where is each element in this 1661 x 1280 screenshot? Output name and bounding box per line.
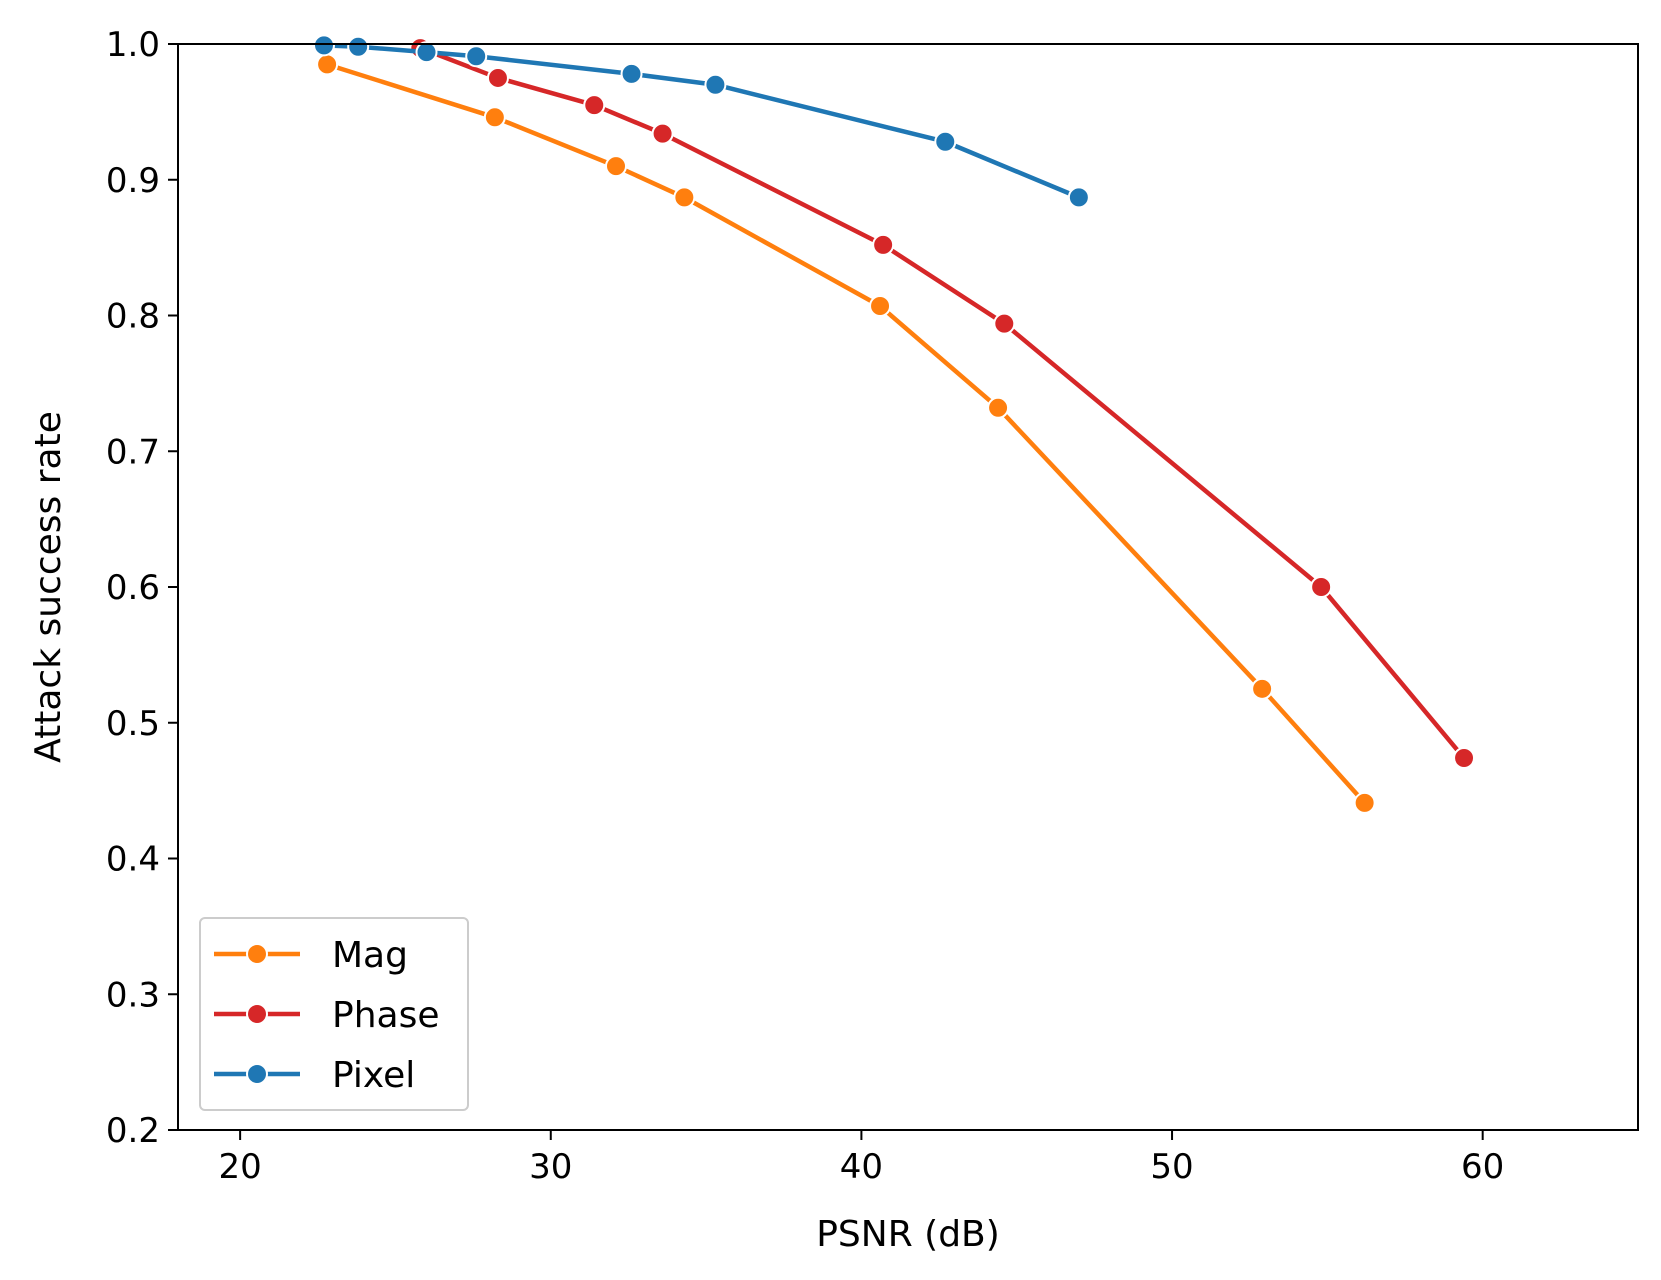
series-line-pixel <box>321 43 1082 201</box>
y-tick-label: 0.7 <box>106 432 160 472</box>
x-tick-label: 50 <box>1150 1147 1193 1187</box>
legend-marker-mag <box>246 943 268 965</box>
y-axis-label: Attack success rate <box>28 411 69 763</box>
y-axis: 0.2 0.3 0.4 0.5 0.6 0.7 0.8 0.9 1.0 <box>106 25 178 1151</box>
x-tick-label: 60 <box>1461 1147 1504 1187</box>
data-point-mag <box>673 186 696 209</box>
legend-label-phase: Phase <box>332 995 440 1036</box>
data-point-mag <box>483 106 506 129</box>
data-point-phase <box>1310 576 1333 598</box>
data-point-mag <box>605 155 627 178</box>
series-layer <box>313 34 1476 814</box>
x-axis: 20 30 40 50 60 <box>218 1130 1504 1187</box>
data-point-pixel <box>347 35 370 58</box>
data-point-mag <box>316 53 339 76</box>
y-tick-label: 0.9 <box>106 161 160 201</box>
y-tick-label: 0.4 <box>106 840 160 880</box>
legend-marker-pixel <box>246 1063 268 1085</box>
data-point-mag <box>869 294 892 317</box>
data-point-mag <box>1251 677 1274 700</box>
y-tick-label: 0.5 <box>106 704 160 744</box>
data-point-pixel <box>620 62 643 85</box>
y-tick-label: 0.3 <box>106 975 160 1015</box>
data-point-mag <box>987 396 1010 419</box>
y-tick-label: 0.8 <box>106 297 160 337</box>
x-tick-label: 30 <box>529 1147 572 1187</box>
data-point-pixel <box>934 130 957 153</box>
data-point-pixel <box>704 73 727 96</box>
y-tick-label: 0.2 <box>106 1111 160 1151</box>
data-point-phase <box>872 233 895 256</box>
data-point-pixel <box>415 41 438 64</box>
y-tick-label: 1.0 <box>106 25 160 65</box>
x-tick-label: 40 <box>840 1147 883 1187</box>
y-tick-label: 0.6 <box>106 568 160 608</box>
data-point-phase <box>651 122 674 145</box>
data-point-mag <box>1353 791 1376 814</box>
x-tick-label: 20 <box>218 1147 261 1187</box>
data-point-phase <box>583 94 606 117</box>
data-point-pixel <box>1067 186 1090 209</box>
data-point-phase <box>1453 747 1476 770</box>
series-line-mag <box>324 61 1368 807</box>
x-axis-label: PSNR (dB) <box>816 1214 1000 1255</box>
legend: Mag Phase Pixel <box>199 917 469 1111</box>
data-point-phase <box>486 66 509 89</box>
legend-label-pixel: Pixel <box>332 1055 415 1096</box>
legend-label-mag: Mag <box>332 935 408 976</box>
data-point-pixel <box>313 34 335 57</box>
legend-frame <box>199 917 469 1111</box>
data-point-phase <box>993 312 1016 335</box>
legend-marker-phase <box>246 1003 268 1025</box>
series-line-phase <box>417 45 1468 762</box>
data-point-pixel <box>465 45 488 68</box>
